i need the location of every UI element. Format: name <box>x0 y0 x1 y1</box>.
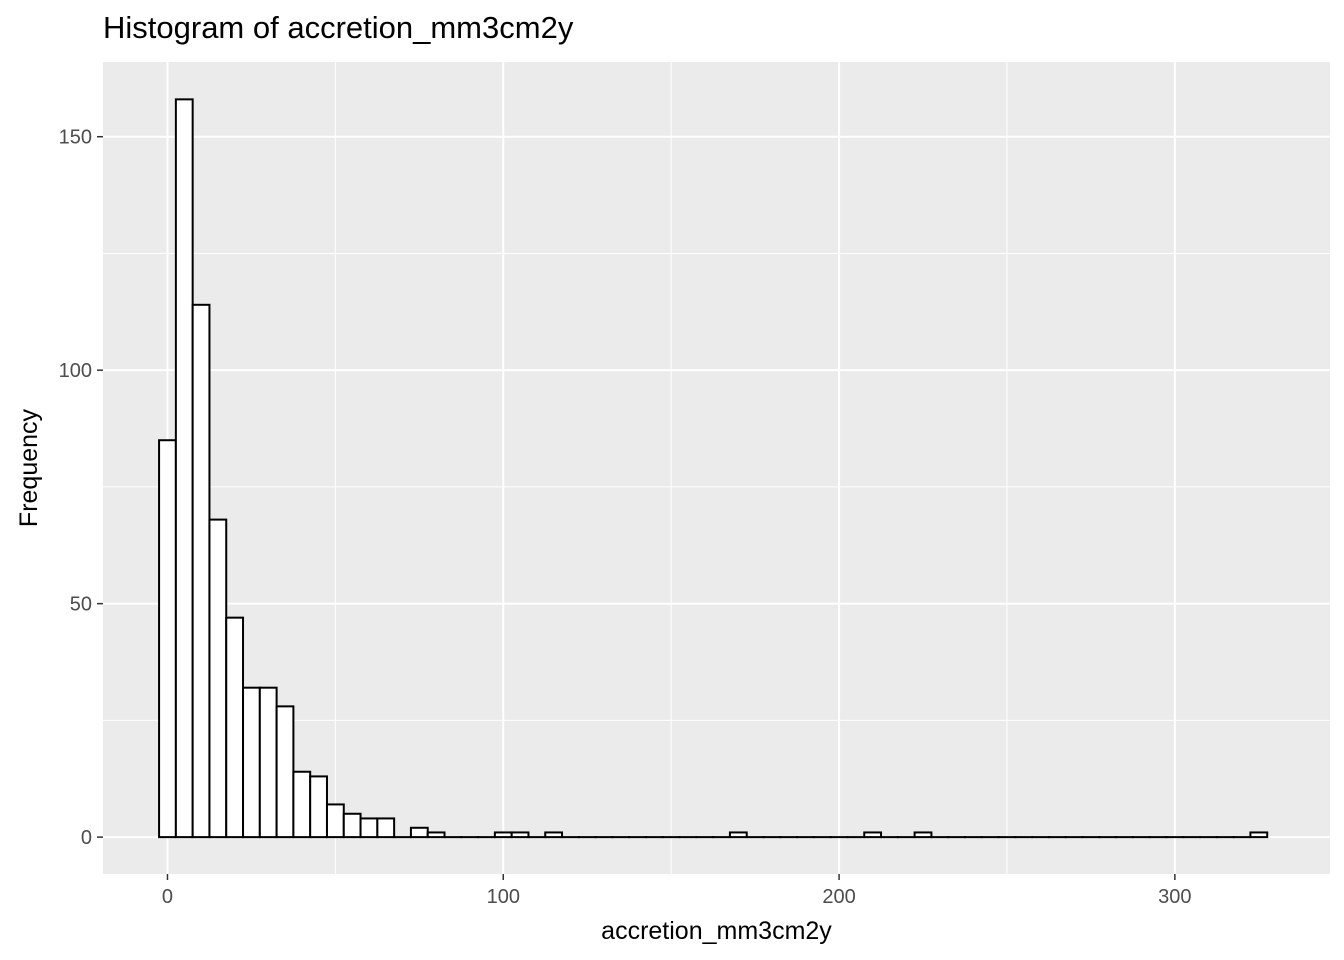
histogram-bar <box>863 831 883 839</box>
histogram-bar <box>510 831 530 839</box>
histogram-bar <box>544 831 564 839</box>
y-tick-label: 0 <box>81 827 92 849</box>
y-tick-label: 100 <box>59 360 92 382</box>
x-tick-label: 0 <box>162 886 173 908</box>
histogram-bar <box>728 831 748 839</box>
histogram-bar <box>191 303 211 839</box>
histogram-bar <box>292 770 312 839</box>
x-axis: 0 100 200 300 <box>162 874 1192 908</box>
histogram-bar <box>309 775 328 839</box>
x-tick-label: 200 <box>822 886 855 908</box>
histogram-bar <box>242 686 261 839</box>
histogram-bars <box>158 98 1269 839</box>
x-tick-label: 100 <box>487 886 520 908</box>
y-axis: 0 50 100 150 <box>59 127 103 849</box>
histogram-bar <box>409 826 429 839</box>
histogram-bar <box>225 616 245 839</box>
histogram-bar <box>359 817 379 839</box>
histogram-bar <box>208 518 228 839</box>
x-axis-title: accretion_mm3cm2y <box>601 917 832 945</box>
histogram-bar <box>493 831 513 839</box>
histogram-bar <box>376 817 396 839</box>
histogram-bar <box>174 98 194 839</box>
y-axis-title: Frequency <box>15 408 43 527</box>
plot-panel <box>103 62 1330 874</box>
histogram-bar <box>325 803 345 839</box>
chart-title: Histogram of accretion_mm3cm2y <box>103 10 574 45</box>
histogram-bar <box>342 812 362 839</box>
minor-gridlines <box>103 62 1330 874</box>
x-tick-label: 300 <box>1158 886 1191 908</box>
histogram-bar <box>275 705 295 839</box>
histogram-bar <box>258 686 278 839</box>
histogram-bar <box>913 831 933 839</box>
histogram-bar <box>1249 831 1269 839</box>
histogram-bar <box>158 439 177 839</box>
y-tick-label: 150 <box>59 127 92 149</box>
y-tick-label: 50 <box>70 594 92 616</box>
histogram-bar <box>426 831 446 839</box>
